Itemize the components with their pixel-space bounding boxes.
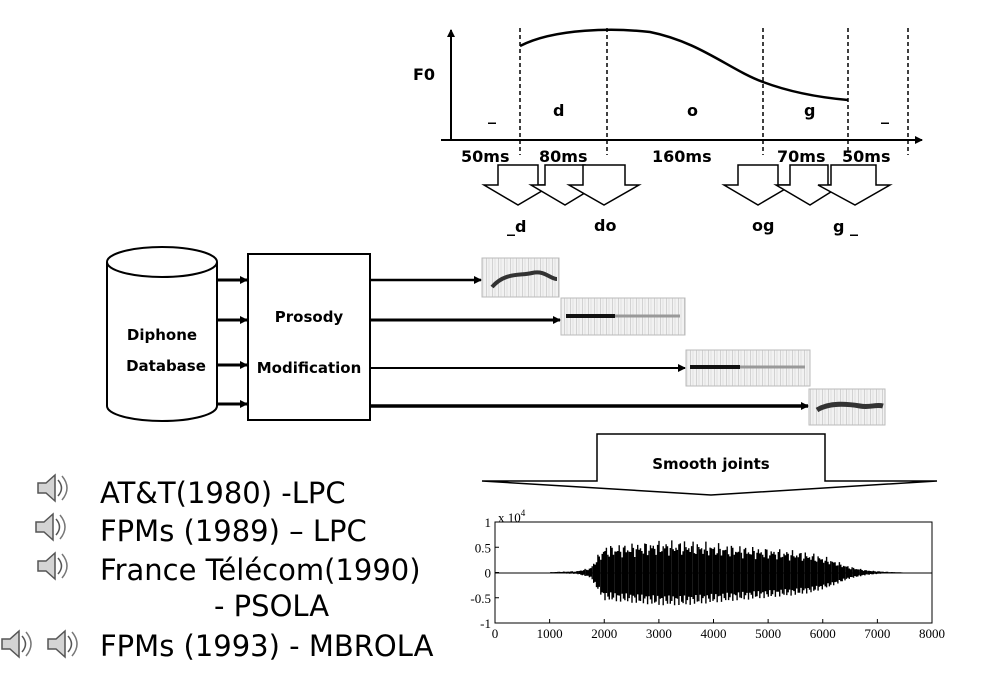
block-arrow-down [721, 164, 795, 206]
phoneme-label: g [804, 101, 815, 120]
x-tick-label: 2000 [591, 626, 617, 641]
f0-contour-chart: F0 _ d o g _ 50ms 80ms 160ms 70ms 50ms [413, 28, 923, 166]
spectrogram-thumbnail [808, 388, 886, 426]
spectrogram-thumbnail [560, 297, 686, 336]
speaker-icon[interactable] [37, 551, 68, 581]
x-tick-label: 1000 [537, 626, 563, 641]
diphone-label: _d [507, 217, 526, 236]
x-tick-label: 4000 [701, 626, 727, 641]
waveform-trace [550, 540, 904, 606]
database-cylinder-top [106, 246, 218, 278]
block-arrow-down [566, 164, 642, 206]
history-item: FPMs (1993) - MBROLA [100, 629, 434, 663]
diphone-extraction-arrows [481, 164, 893, 206]
spectrogram-thumbnail [481, 257, 560, 298]
block-arrow-down [481, 164, 555, 206]
prosody-label: Prosody [275, 308, 344, 326]
y-tick-label: 1 [485, 515, 492, 530]
speaker-icon[interactable] [37, 473, 68, 503]
prosody-modification-box: Prosody Modification [247, 253, 371, 421]
duration-label: 50ms [461, 147, 509, 166]
phoneme-label: _ [488, 105, 496, 124]
smooth-joints-label: Smooth joints [652, 455, 770, 473]
x-tick-label: 0 [492, 626, 499, 641]
history-item: - PSOLA [214, 589, 329, 623]
waveform-plot: x 104 0 1000 2000 3000 4000 5000 6000 7000 8000 1… [470, 508, 945, 641]
diphone-label: do [594, 216, 616, 235]
segment-boundaries [519, 28, 909, 155]
f0-curve [519, 28, 849, 102]
database-label: Database [126, 357, 206, 375]
diphone-label: og [752, 216, 774, 235]
duration-label: 160ms [652, 147, 712, 166]
x-tick-label: 3000 [646, 626, 672, 641]
history-item: AT&T(1980) -LPC [100, 476, 346, 510]
phoneme-label: _ [881, 105, 889, 124]
x-tick-label: 5000 [755, 626, 781, 641]
y-multiplier-label: x 104 [498, 508, 526, 525]
f0-axis-label: F0 [413, 65, 435, 84]
x-tick-label: 6000 [810, 626, 836, 641]
speaker-icon[interactable] [47, 629, 78, 659]
database-cylinder-body [106, 262, 218, 422]
smooth-joints-funnel: Smooth joints [481, 433, 938, 496]
diphone-label: g _ [833, 217, 858, 236]
duration-label: 80ms [539, 147, 587, 166]
funnel-arrow [481, 433, 938, 496]
prosody-label: Modification [257, 359, 362, 377]
prosody-output-arrows [370, 276, 809, 410]
prosody-box [247, 253, 371, 421]
axis-ticks: 0 1000 2000 3000 4000 5000 6000 7000 8000 1 0.5 0 -0… [470, 515, 945, 641]
speaker-icon[interactable] [1, 629, 32, 659]
history-list: AT&T(1980) -LPC FPMs (1989) – LPC France… [1, 473, 434, 663]
phoneme-label: d [553, 101, 564, 120]
history-item: France Télécom(1990) [100, 553, 421, 587]
block-arrow-down [773, 164, 845, 206]
phoneme-label: o [687, 101, 698, 120]
spectrogram-thumbnail [685, 349, 811, 387]
waveform-signal [550, 540, 904, 606]
y-tick-label: -0.5 [470, 591, 491, 606]
speaker-icon[interactable] [35, 512, 66, 542]
duration-label: 50ms [842, 147, 890, 166]
database-label: Diphone [127, 326, 197, 344]
x-tick-label: 7000 [864, 626, 890, 641]
y-tick-label: 0.5 [475, 540, 491, 555]
duration-label: 70ms [777, 147, 825, 166]
block-arrow-down [817, 164, 893, 206]
database-to-prosody-arrows [218, 276, 248, 408]
diphone-spectrograms [481, 257, 886, 426]
y-tick-label: -1 [480, 616, 491, 631]
history-item: FPMs (1989) – LPC [100, 514, 367, 548]
diphone-database: Diphone Database [106, 246, 218, 422]
y-tick-label: 0 [485, 566, 492, 581]
x-tick-label: 8000 [919, 626, 945, 641]
